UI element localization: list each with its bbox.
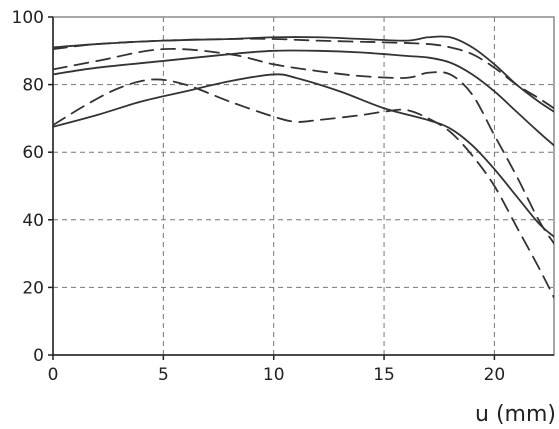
x-tick-label: 5 (158, 365, 169, 385)
y-tick-label: 80 (22, 76, 44, 96)
y-tick-label: 20 (22, 278, 44, 298)
y-tick-label: 40 (22, 211, 44, 231)
x-tick-label: 15 (373, 365, 395, 385)
x-tick-label: 0 (48, 365, 59, 385)
x-axis-label: u (mm) (475, 402, 556, 427)
y-tick-label: 100 (12, 8, 44, 28)
series-line-3-solid (53, 49, 554, 147)
series-line-6-dashed (53, 78, 554, 299)
series-line-4-dashed (53, 48, 554, 245)
y-tick-label: 0 (33, 346, 44, 366)
x-tick-label: 10 (263, 365, 285, 385)
series-line-5-solid (53, 73, 554, 238)
y-tick-label: 60 (22, 143, 44, 163)
plot-area (53, 17, 554, 355)
x-tick-label: 20 (484, 365, 506, 385)
series-line-2-dashed (53, 37, 554, 110)
